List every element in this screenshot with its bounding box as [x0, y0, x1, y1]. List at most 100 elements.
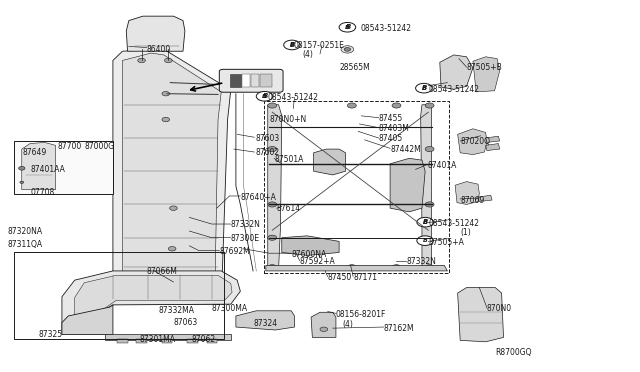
Polygon shape [282, 236, 339, 256]
Text: 87401AA: 87401AA [30, 165, 65, 174]
Text: 87171: 87171 [353, 273, 377, 282]
Text: 870N0+N: 870N0+N [269, 115, 307, 124]
Circle shape [320, 327, 328, 331]
Circle shape [162, 92, 170, 96]
Circle shape [268, 235, 276, 240]
Text: 87614: 87614 [276, 204, 301, 214]
Circle shape [417, 236, 433, 246]
Bar [117, 339, 127, 343]
Text: 08543-51242: 08543-51242 [428, 85, 479, 94]
Circle shape [268, 103, 276, 108]
Text: 87442M: 87442M [390, 145, 421, 154]
Text: 87603: 87603 [255, 134, 279, 142]
Text: 86400: 86400 [147, 45, 171, 54]
Text: B: B [290, 42, 296, 48]
Circle shape [168, 247, 176, 251]
Text: 87300MA: 87300MA [212, 304, 248, 313]
Circle shape [348, 103, 356, 108]
Text: (4): (4) [342, 320, 353, 329]
Circle shape [268, 264, 276, 270]
Text: 87592+A: 87592+A [300, 257, 335, 266]
Text: 87063: 87063 [173, 318, 198, 327]
Text: 87600NA: 87600NA [291, 250, 326, 259]
Circle shape [164, 58, 172, 62]
Polygon shape [75, 275, 232, 329]
Text: 87324: 87324 [253, 319, 277, 328]
Text: 08157-0251E: 08157-0251E [293, 41, 344, 50]
Circle shape [256, 92, 273, 101]
Circle shape [20, 181, 24, 183]
Polygon shape [236, 311, 294, 330]
Text: B: B [422, 85, 428, 91]
Circle shape [392, 264, 401, 270]
Text: 87640+A: 87640+A [241, 193, 276, 202]
Text: 87403M: 87403M [379, 124, 410, 133]
Text: 87602: 87602 [255, 148, 279, 157]
Text: (4): (4) [303, 51, 314, 60]
Polygon shape [62, 271, 241, 334]
Circle shape [339, 22, 356, 32]
Text: 87700: 87700 [58, 142, 82, 151]
Text: 87649: 87649 [22, 148, 47, 157]
Text: B: B [422, 86, 426, 91]
Text: 87332N: 87332N [231, 220, 260, 229]
Polygon shape [390, 158, 425, 212]
Polygon shape [486, 136, 500, 142]
Polygon shape [458, 129, 487, 155]
Polygon shape [122, 53, 221, 293]
Text: 87332MA: 87332MA [158, 306, 194, 315]
Text: 87320NA: 87320NA [8, 227, 43, 235]
Circle shape [268, 202, 276, 207]
Polygon shape [104, 334, 231, 340]
Text: B: B [423, 220, 428, 225]
Circle shape [348, 264, 356, 270]
Circle shape [425, 264, 434, 270]
Text: 87450: 87450 [328, 273, 352, 282]
Polygon shape [113, 49, 231, 304]
Text: 87405: 87405 [379, 134, 403, 143]
Circle shape [425, 147, 434, 152]
Text: 87692M: 87692M [220, 247, 250, 256]
Text: 87000G: 87000G [84, 142, 115, 151]
Text: 87311QA: 87311QA [8, 240, 43, 249]
Polygon shape [266, 265, 447, 271]
Polygon shape [126, 16, 185, 51]
Circle shape [138, 58, 145, 62]
Text: B: B [423, 238, 428, 243]
Circle shape [417, 217, 433, 227]
Circle shape [341, 46, 354, 53]
Text: R8700GQ: R8700GQ [495, 349, 532, 357]
Text: B: B [262, 93, 268, 99]
Text: 87505+B: 87505+B [467, 63, 502, 72]
Text: 08543-51242: 08543-51242 [360, 24, 411, 33]
Circle shape [392, 103, 401, 108]
Circle shape [19, 166, 25, 170]
Text: 87066M: 87066M [146, 267, 177, 276]
Circle shape [268, 147, 276, 152]
Polygon shape [311, 312, 336, 337]
Polygon shape [314, 149, 346, 175]
Polygon shape [62, 305, 113, 334]
Polygon shape [268, 105, 282, 269]
Text: 87505+A: 87505+A [428, 238, 464, 247]
Bar [162, 339, 172, 343]
Circle shape [344, 48, 351, 51]
Text: 870N0: 870N0 [487, 304, 512, 313]
Text: 87062: 87062 [191, 335, 216, 344]
Bar [207, 339, 217, 343]
Text: (1): (1) [460, 228, 471, 237]
Text: B: B [346, 24, 351, 30]
Bar [251, 74, 259, 87]
Text: 87332N: 87332N [406, 257, 436, 266]
Circle shape [170, 206, 177, 211]
Bar [136, 339, 147, 343]
Bar [260, 74, 271, 87]
Circle shape [162, 117, 170, 122]
Bar [14, 253, 225, 339]
Polygon shape [458, 288, 504, 342]
Polygon shape [486, 144, 500, 151]
Text: B: B [345, 25, 350, 30]
Text: 87020Q: 87020Q [460, 137, 490, 146]
Text: 28565M: 28565M [339, 63, 370, 72]
Text: 08543-51242: 08543-51242 [268, 93, 319, 102]
